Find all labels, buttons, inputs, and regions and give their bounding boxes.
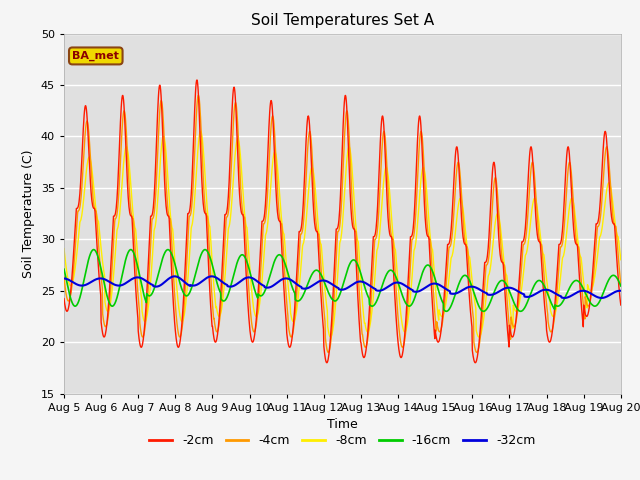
Title: Soil Temperatures Set A: Soil Temperatures Set A: [251, 13, 434, 28]
Text: BA_met: BA_met: [72, 51, 119, 61]
Legend: -2cm, -4cm, -8cm, -16cm, -32cm: -2cm, -4cm, -8cm, -16cm, -32cm: [145, 429, 540, 452]
Y-axis label: Soil Temperature (C): Soil Temperature (C): [22, 149, 35, 278]
X-axis label: Time: Time: [327, 418, 358, 431]
